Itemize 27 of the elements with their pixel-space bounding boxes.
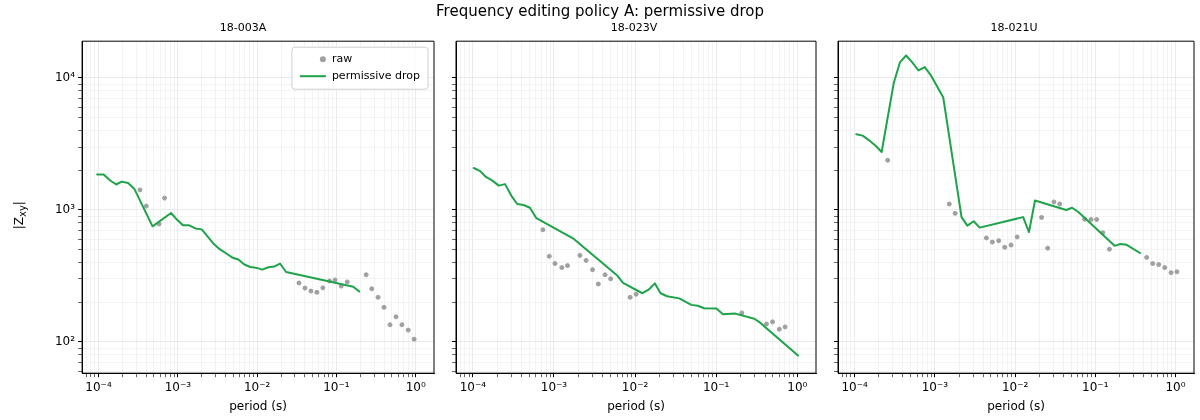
x-tick-label: 10⁻¹ — [702, 379, 730, 394]
x-tick-label: 10⁻³ — [164, 379, 192, 394]
y-tick-label: 10² — [54, 334, 76, 349]
x-axis-title: period (s) — [229, 398, 287, 413]
y-tick-label: 10³ — [54, 202, 76, 217]
x-axis-title: period (s) — [987, 398, 1045, 413]
x-tick-label: 10⁻⁴ — [85, 379, 112, 394]
chart-title: 18-023V — [610, 21, 658, 35]
x-tick-label: 10⁻² — [243, 379, 271, 394]
legend-label: raw — [331, 52, 353, 66]
x-tick-label: 10⁻² — [1001, 379, 1029, 394]
y-tick-label: 10⁴ — [54, 70, 76, 85]
x-tick-label: 10⁰ — [1165, 379, 1186, 394]
x-tick-label: 10⁻¹ — [323, 379, 350, 394]
x-tick-label: 10⁻¹ — [1082, 379, 1109, 394]
x-tick-label: 10⁻³ — [540, 379, 568, 394]
x-axis-title: period (s) — [607, 398, 665, 413]
chart-title: 18-021U — [990, 21, 1038, 35]
text: Frequency editing policy A: permissive drop — [435, 2, 765, 20]
x-tick-label: 10⁻⁴ — [459, 379, 487, 394]
x-tick-label: 10⁰ — [787, 379, 808, 394]
x-tick-label: 10⁻³ — [921, 379, 949, 394]
x-tick-label: 10⁰ — [405, 379, 426, 394]
x-tick-label: 10⁻⁴ — [841, 379, 869, 394]
x-tick-label: 10⁻² — [621, 379, 649, 394]
legend-label: permissive drop — [331, 69, 421, 83]
chart-title: 18-003A — [219, 21, 267, 35]
